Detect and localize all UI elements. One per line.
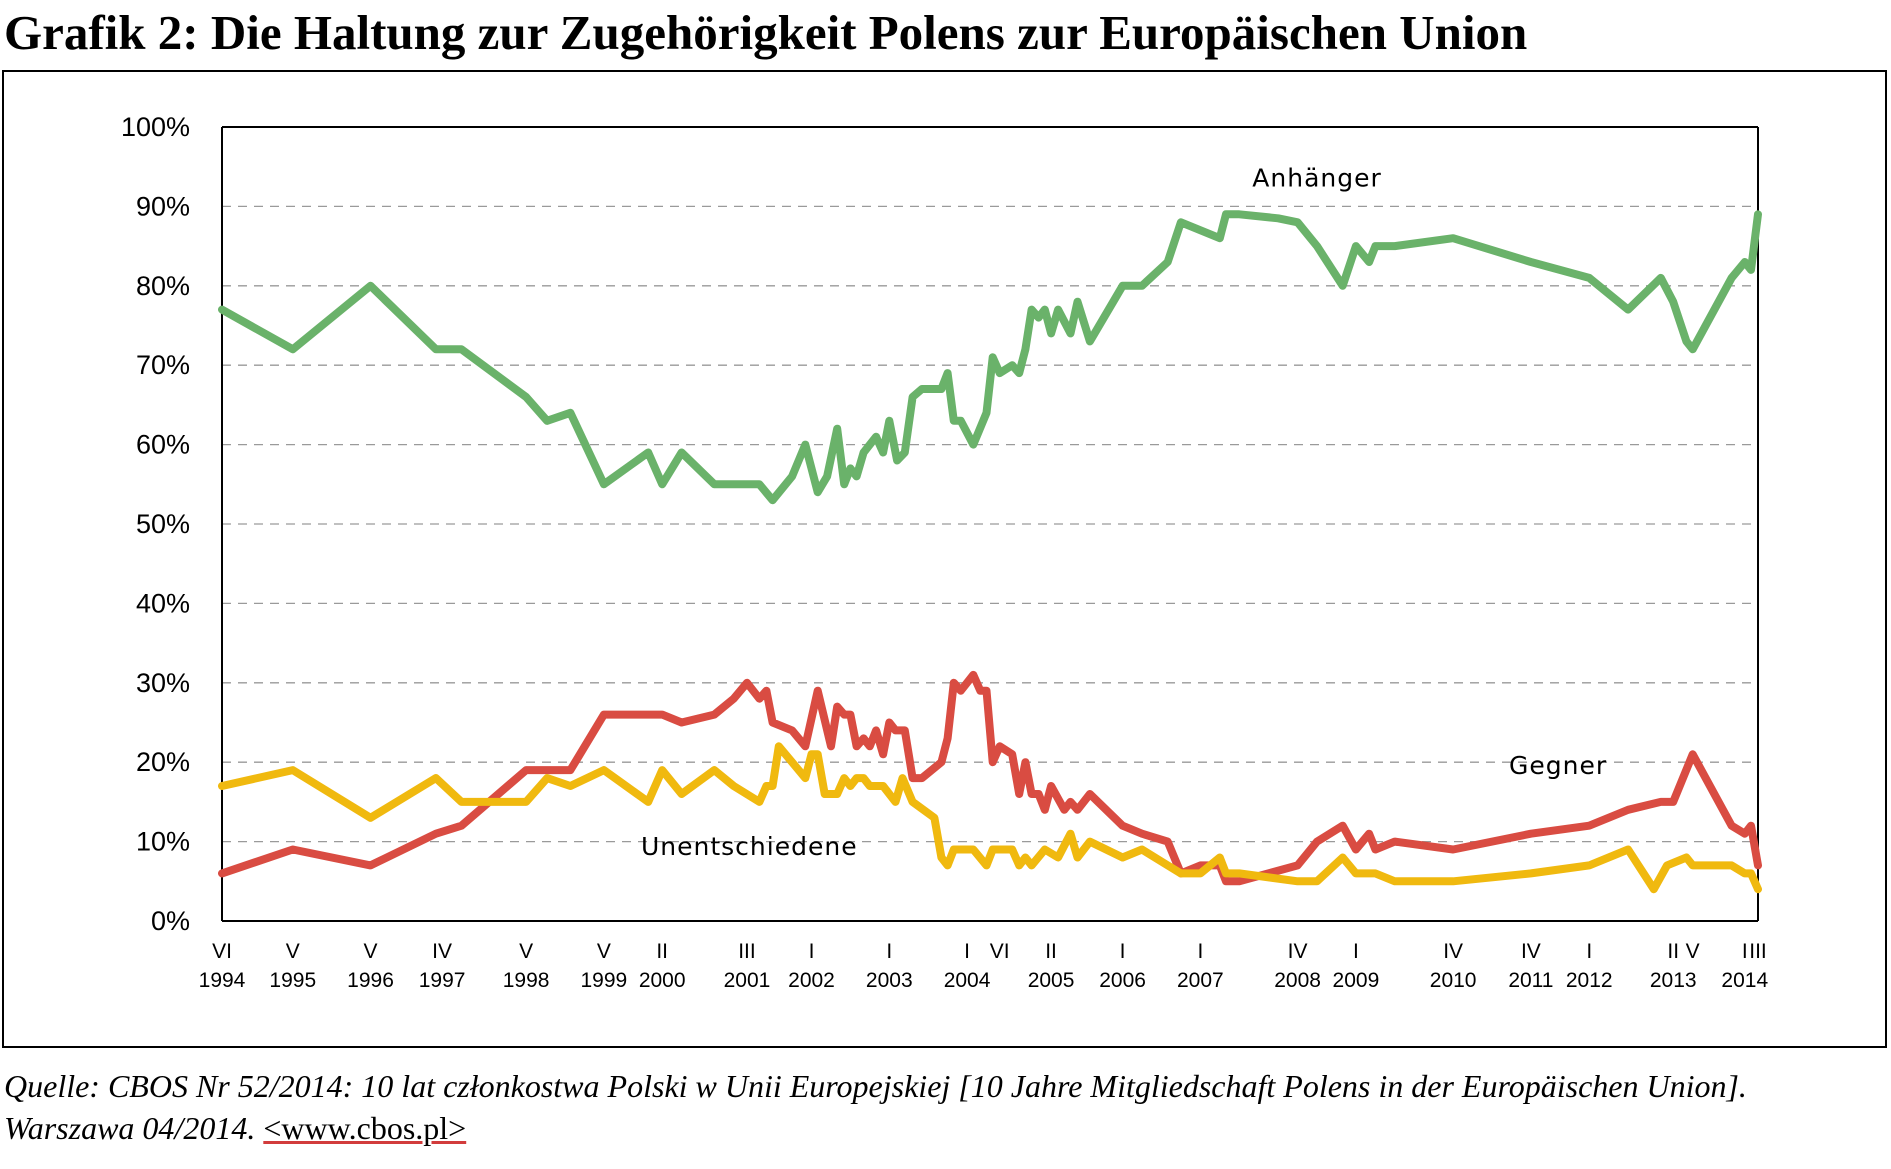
x-tick-month-label: V (519, 940, 533, 963)
x-tick-month-label: V (364, 940, 378, 963)
x-tick-month-label: VI (990, 940, 1010, 963)
y-tick-labels: 0% 10% 20% 30% 40% 50% 60% 70% 80% 90% 100% (121, 112, 190, 936)
x-tick-month-label: I (1586, 940, 1592, 963)
y-tick-label: 100% (121, 112, 190, 142)
x-tick-month-label: IV (1521, 940, 1541, 963)
x-tick-month-label: II (1045, 940, 1057, 963)
source-city-date: Warszawa 04/2014. (4, 1110, 264, 1146)
x-tick-month-label: I (1197, 940, 1203, 963)
series-label-unentschiedene: Unentschiedene (641, 832, 858, 861)
x-tick-year-label: 2000 (639, 969, 686, 992)
x-tick-year-label: 2006 (1099, 969, 1146, 992)
x-tick-year-label: 1995 (269, 969, 316, 992)
x-tick-month-label: III (738, 940, 756, 963)
x-tick-month-label: I (1353, 940, 1359, 963)
x-tick-month-label: II (656, 940, 668, 963)
x-tick-month-label: III (1749, 940, 1767, 963)
y-tick-label: 0% (151, 906, 190, 936)
x-tick-year-label: 2008 (1274, 969, 1321, 992)
x-tick-month-label: I (1120, 940, 1126, 963)
x-tick-year-label: 1996 (347, 969, 394, 992)
series-line-anhnger (218, 210, 1762, 505)
x-tick-month-label: IV (1443, 940, 1463, 963)
axes (221, 126, 1759, 922)
series-labels: Anhänger Gegner Unentschiedene (641, 164, 1607, 862)
series-line-gegner (218, 670, 1762, 886)
x-tick-year-label: 1997 (419, 969, 466, 992)
y-tick-label: 30% (136, 668, 190, 698)
x-tick-month-label: V (1686, 940, 1700, 963)
series-lines (218, 210, 1762, 894)
y-tick-label: 10% (136, 827, 190, 857)
x-tick-month-label: V (286, 940, 300, 963)
x-tick-year-label: 2003 (866, 969, 913, 992)
x-tick-year-label: 2013 (1650, 969, 1697, 992)
x-tick-month-label: I (1742, 940, 1748, 963)
source-line-2: Warszawa 04/2014. <www.cbos.pl> (4, 1107, 1747, 1149)
line-chart: 0%10%20%30%40%50%60%70%80%90%100% VI1994… (121, 112, 1769, 992)
x-tick-year-label: 1999 (581, 969, 628, 992)
source-line-1: Quelle: CBOS Nr 52/2014: 10 lat członkos… (4, 1068, 1747, 1104)
x-tick-year-label: 1994 (199, 969, 246, 992)
x-tick-month-label: I (964, 940, 970, 963)
x-tick-year-label: 2005 (1028, 969, 1075, 992)
x-tick-year-label: 2014 (1721, 969, 1768, 992)
y-tick-label: 70% (136, 350, 190, 380)
x-tick-month-label: V (597, 940, 611, 963)
chart-frame: 0% 10% 20% 30% 40% 50% 60% 70% 80% 90% 100% VI 1994… (2, 70, 1887, 1048)
x-tick-year-label: 2007 (1177, 969, 1224, 992)
x-tick-labels: VI1994V1995V1996IV1997V1998V1999II2000II… (199, 940, 1769, 992)
series-label-gegner: Gegner (1509, 751, 1607, 780)
y-tick-label: 40% (136, 588, 190, 618)
x-tick-year-label: 2010 (1430, 969, 1477, 992)
x-tick-year-label: 2009 (1333, 969, 1380, 992)
x-tick-month-label: IV (1288, 940, 1308, 963)
x-tick-month-label: IV (432, 940, 452, 963)
x-tick-month-label: I (886, 940, 892, 963)
y-tick-label: 50% (136, 509, 190, 539)
source-url-link[interactable]: <www.cbos.pl> (263, 1110, 467, 1146)
x-tick-year-label: 2012 (1566, 969, 1613, 992)
x-tick-year-label: 1998 (503, 969, 550, 992)
x-tick-year-label: 2011 (1508, 969, 1553, 992)
x-tick-month-label: I (809, 940, 815, 963)
y-tick-label: 60% (136, 430, 190, 460)
x-tick-month-label: VI (212, 940, 232, 963)
series-line-unentschiedene (218, 742, 1762, 894)
y-tick-label: 90% (136, 191, 190, 221)
source-note: Quelle: CBOS Nr 52/2014: 10 lat członkos… (4, 1065, 1747, 1149)
x-tick-month-label: II (1667, 940, 1679, 963)
figure-title: Grafik 2: Die Haltung zur Zugehörigkeit … (4, 5, 1528, 60)
x-tick-year-label: 2004 (944, 969, 991, 992)
y-tick-label: 20% (136, 747, 190, 777)
y-tick-label: 80% (136, 271, 190, 301)
series-label-anhnger: Anhänger (1252, 164, 1381, 193)
x-tick-year-label: 2001 (724, 969, 771, 992)
x-tick-year-label: 2002 (788, 969, 835, 992)
